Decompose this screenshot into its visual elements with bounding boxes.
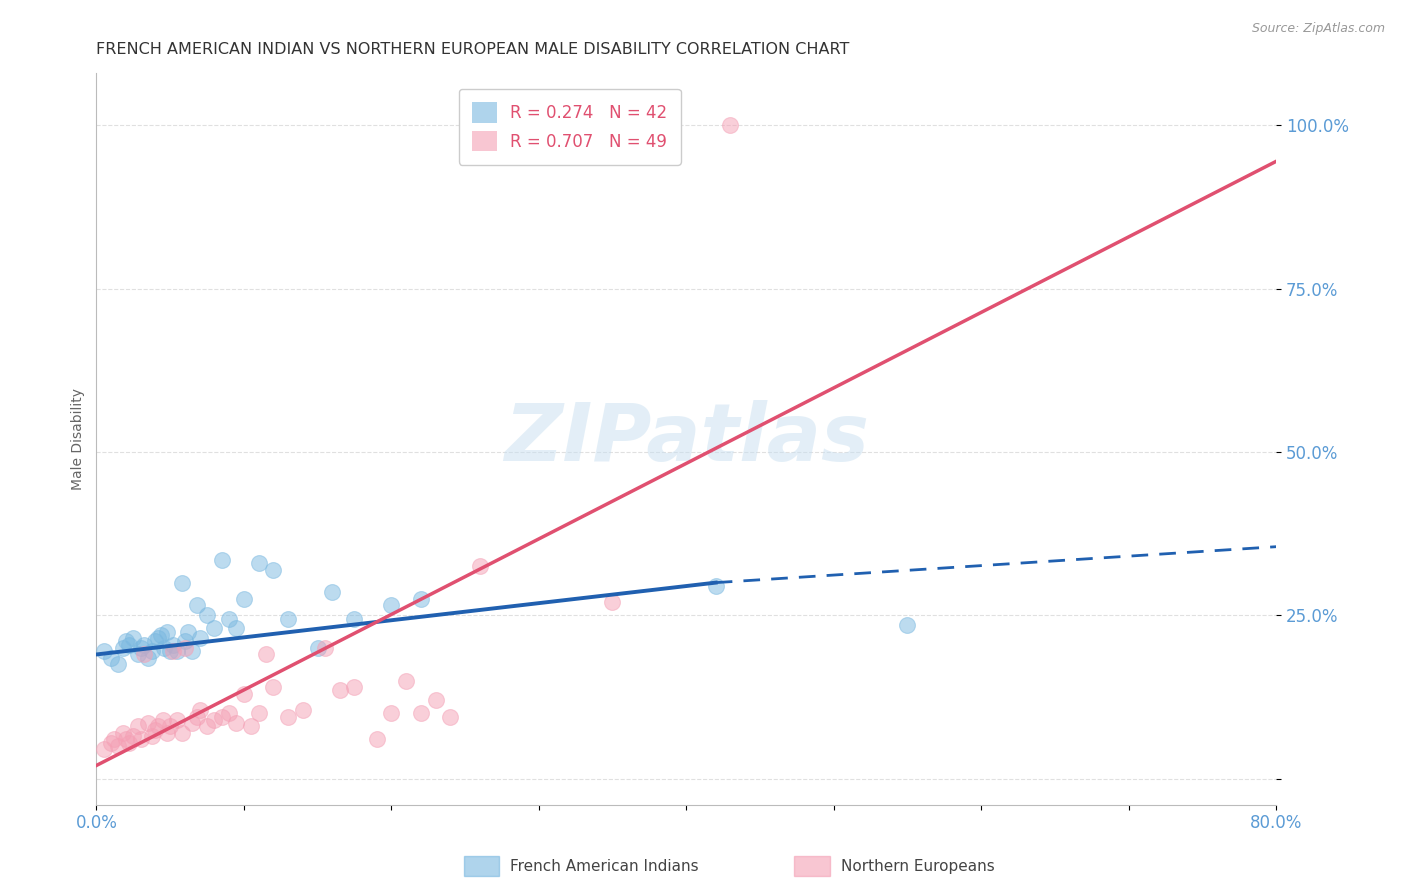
- Point: [93, 644, 115, 658]
- Point: [395, 673, 418, 688]
- Y-axis label: Male Disability: Male Disability: [72, 388, 86, 490]
- Point: [307, 640, 329, 655]
- Point: [100, 736, 122, 750]
- Point: [177, 624, 200, 639]
- Point: [202, 713, 225, 727]
- Point: [247, 556, 270, 570]
- Point: [93, 742, 115, 756]
- Text: French American Indians: French American Indians: [510, 859, 699, 873]
- Point: [409, 706, 432, 721]
- Point: [181, 644, 204, 658]
- Point: [343, 611, 366, 625]
- Point: [127, 648, 149, 662]
- Text: Source: ZipAtlas.com: Source: ZipAtlas.com: [1251, 22, 1385, 36]
- Point: [366, 732, 388, 747]
- Point: [409, 591, 432, 606]
- Point: [896, 618, 918, 632]
- Point: [143, 634, 166, 648]
- Point: [162, 638, 184, 652]
- Point: [195, 719, 218, 733]
- Point: [118, 638, 141, 652]
- Point: [136, 650, 159, 665]
- Point: [232, 591, 254, 606]
- Point: [218, 706, 240, 721]
- Point: [720, 119, 742, 133]
- Point: [321, 585, 343, 599]
- Text: FRENCH AMERICAN INDIAN VS NORTHERN EUROPEAN MALE DISABILITY CORRELATION CHART: FRENCH AMERICAN INDIAN VS NORTHERN EUROP…: [97, 42, 849, 57]
- Point: [143, 723, 166, 737]
- Point: [277, 709, 299, 723]
- Point: [150, 628, 173, 642]
- Point: [129, 640, 152, 655]
- Point: [291, 703, 314, 717]
- Point: [188, 703, 211, 717]
- Point: [247, 706, 270, 721]
- Point: [329, 683, 352, 698]
- Point: [100, 650, 122, 665]
- Point: [425, 693, 447, 707]
- Point: [148, 719, 170, 733]
- Point: [380, 599, 402, 613]
- Text: Northern Europeans: Northern Europeans: [841, 859, 994, 873]
- Point: [159, 719, 181, 733]
- Point: [170, 726, 193, 740]
- Text: ZIPatlas: ZIPatlas: [503, 400, 869, 478]
- Point: [136, 716, 159, 731]
- Point: [152, 713, 174, 727]
- Point: [162, 644, 184, 658]
- Point: [132, 638, 155, 652]
- Point: [240, 719, 263, 733]
- Point: [118, 736, 141, 750]
- Point: [202, 621, 225, 635]
- Point: [186, 709, 208, 723]
- Point: [602, 595, 624, 609]
- Point: [218, 611, 240, 625]
- Point: [115, 732, 138, 747]
- Point: [343, 680, 366, 694]
- Point: [195, 608, 218, 623]
- Point: [122, 631, 145, 645]
- Point: [188, 631, 211, 645]
- Point: [166, 644, 188, 658]
- Point: [129, 732, 152, 747]
- Point: [173, 634, 195, 648]
- Point: [111, 726, 134, 740]
- Point: [254, 648, 277, 662]
- Point: [380, 706, 402, 721]
- Point: [156, 624, 179, 639]
- Point: [141, 644, 163, 658]
- Point: [170, 575, 193, 590]
- Point: [166, 713, 188, 727]
- Point: [127, 719, 149, 733]
- Point: [122, 729, 145, 743]
- Point: [232, 687, 254, 701]
- Point: [225, 621, 247, 635]
- Point: [107, 657, 129, 672]
- Point: [181, 716, 204, 731]
- Point: [107, 739, 129, 753]
- Point: [211, 553, 233, 567]
- Point: [159, 644, 181, 658]
- Point: [704, 579, 727, 593]
- Point: [173, 640, 195, 655]
- Point: [132, 648, 155, 662]
- Point: [115, 634, 138, 648]
- Point: [103, 732, 125, 747]
- Point: [186, 599, 208, 613]
- Point: [111, 640, 134, 655]
- Point: [439, 709, 461, 723]
- Point: [211, 709, 233, 723]
- Point: [156, 726, 179, 740]
- Point: [148, 631, 170, 645]
- Point: [277, 611, 299, 625]
- Point: [468, 559, 491, 574]
- Point: [314, 640, 336, 655]
- Point: [262, 563, 284, 577]
- Point: [225, 716, 247, 731]
- Point: [262, 680, 284, 694]
- Point: [153, 640, 176, 655]
- Legend: R = 0.274   N = 42, R = 0.707   N = 49: R = 0.274 N = 42, R = 0.707 N = 49: [458, 89, 681, 164]
- Point: [141, 729, 163, 743]
